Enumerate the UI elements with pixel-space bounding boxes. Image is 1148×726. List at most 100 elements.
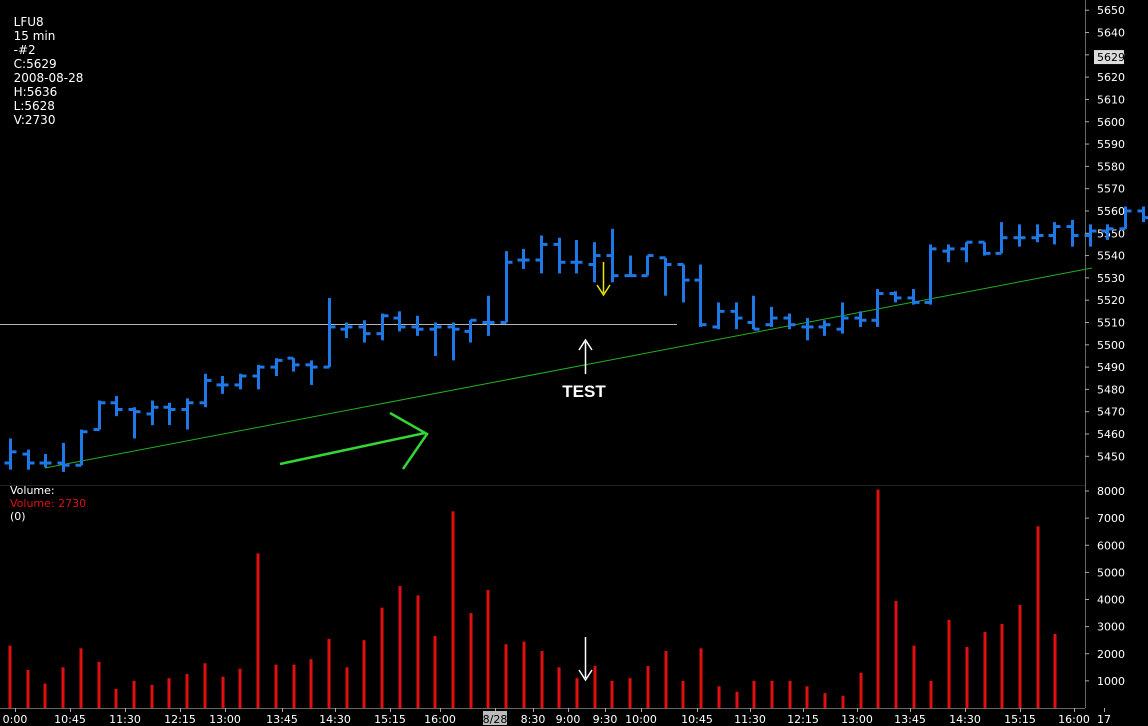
close-label: C:5629 <box>13 57 57 71</box>
volume-header-label: V:2730 <box>13 113 56 127</box>
volume-panel-header: Volume: Volume: 2730 (0) <box>3 471 86 523</box>
volume-bar <box>575 678 579 708</box>
trend-arrow-head <box>389 411 429 470</box>
x-tick-label: 10:45 <box>681 713 713 726</box>
price-tick-label: 5650 <box>1097 4 1125 17</box>
volume-bar <box>380 607 384 708</box>
current-price-label: 5629 <box>1097 51 1125 64</box>
low-label: L:5628 <box>13 99 55 113</box>
volume-bar <box>628 678 632 708</box>
price-tick-label: 5560 <box>1097 205 1125 218</box>
x-tick-label: 16:00 <box>424 713 456 726</box>
volume-bar <box>788 680 792 708</box>
chart-header: LFU8 15 min -#2 C:5629 2008-08-28 H:5636… <box>6 1 84 127</box>
volume-bar <box>486 590 490 708</box>
trendline <box>44 267 1093 469</box>
volume-bar <box>504 644 508 708</box>
volume-bar <box>292 664 296 708</box>
volume-bar <box>1018 604 1022 708</box>
volume-extra-label: (0) <box>10 510 26 523</box>
x-tick-label: 0:00 <box>3 713 28 726</box>
volume-tick-label: 7000 <box>1097 512 1125 525</box>
interval-label: 15 min <box>13 29 56 43</box>
volume-bar <box>1000 623 1004 708</box>
price-tick-label: 5450 <box>1097 450 1125 463</box>
volume-bar <box>823 693 827 708</box>
price-tick-label: 5610 <box>1097 93 1125 106</box>
x-tick-label: 8:30 <box>521 713 546 726</box>
volume-bar <box>114 689 118 708</box>
volume-bar <box>327 638 331 708</box>
price-tick-label: 5500 <box>1097 339 1125 352</box>
price-tick-label: 5530 <box>1097 272 1125 285</box>
x-tick-label: 10:45 <box>54 713 86 726</box>
test-label: TEST <box>562 382 606 401</box>
volume-bar <box>238 668 242 708</box>
volume-bar <box>185 674 189 708</box>
volume-bar <box>664 651 668 708</box>
volume-bar <box>61 667 65 708</box>
x-tick-label: 13:00 <box>209 713 241 726</box>
volume-bar <box>717 686 721 708</box>
x-tick-label: 9:00 <box>556 713 581 726</box>
volume-bar <box>770 680 774 708</box>
volume-bar <box>433 636 437 708</box>
volume-bar <box>362 640 366 708</box>
volume-bar <box>203 663 207 708</box>
symbol-label: LFU8 <box>13 15 44 29</box>
x-tick-label: 14:30 <box>949 713 981 726</box>
volume-bar <box>859 672 863 708</box>
date-label: 2008-08-28 <box>13 71 84 85</box>
volume-bar <box>26 670 30 708</box>
volume-bar <box>469 613 473 708</box>
x-tick-label: 10:00 <box>625 713 657 726</box>
volume-tick-label: 1000 <box>1097 675 1125 688</box>
volume-bar <box>735 691 739 708</box>
volume-bar <box>681 680 685 708</box>
price-tick-label: 5570 <box>1097 183 1125 196</box>
volume-bar <box>309 659 313 708</box>
volume-bar <box>947 619 951 708</box>
volume-bar <box>805 686 809 708</box>
volume-bar <box>221 676 225 708</box>
price-tick-label: 5470 <box>1097 406 1125 419</box>
x-tick-label: 12:15 <box>787 713 819 726</box>
volume-bar <box>912 645 916 708</box>
volume-bar <box>540 651 544 708</box>
price-tick-label: 5520 <box>1097 294 1125 307</box>
volume-bar <box>274 664 278 708</box>
volume-bar <box>841 695 845 708</box>
volume-tick-label: 2000 <box>1097 648 1125 661</box>
volume-bar <box>1036 526 1040 708</box>
price-tick-label: 5460 <box>1097 428 1125 441</box>
volume-bar <box>43 683 47 708</box>
price-tick-label: 5510 <box>1097 316 1125 329</box>
price-tick-label: 5480 <box>1097 383 1125 396</box>
x-tick-label: 12:15 <box>164 713 196 726</box>
x-tick-label: 13:00 <box>841 713 873 726</box>
price-tick-label: 5600 <box>1097 116 1125 129</box>
price-tick-label: 5640 <box>1097 27 1125 40</box>
volume-tick-label: 4000 <box>1097 594 1125 607</box>
volume-bar <box>876 489 880 708</box>
x-tick-label: 13:45 <box>894 713 926 726</box>
current-price-box <box>1094 50 1124 65</box>
volume-bar <box>8 645 12 708</box>
price-tick-label: 5580 <box>1097 160 1125 173</box>
high-label: H:5636 <box>13 85 58 99</box>
volume-bar <box>699 648 703 708</box>
volume-bar <box>398 585 402 708</box>
volume-bar <box>79 648 83 708</box>
volume-bar <box>97 661 101 708</box>
volume-bar <box>451 511 455 708</box>
x-tick-label: 15:15 <box>1004 713 1036 726</box>
x-tick-label: 15:15 <box>374 713 406 726</box>
trend-arrow-shaft <box>279 431 426 466</box>
x-tick-label: 9:30 <box>593 713 618 726</box>
test-arrow-head <box>578 338 593 351</box>
x-tick-label: 14:30 <box>319 713 351 726</box>
volume-series-label: Volume: 2730 <box>10 497 87 510</box>
x-tick-label: 11:30 <box>109 713 141 726</box>
x-tick-label: 16:00 <box>1058 713 1090 726</box>
